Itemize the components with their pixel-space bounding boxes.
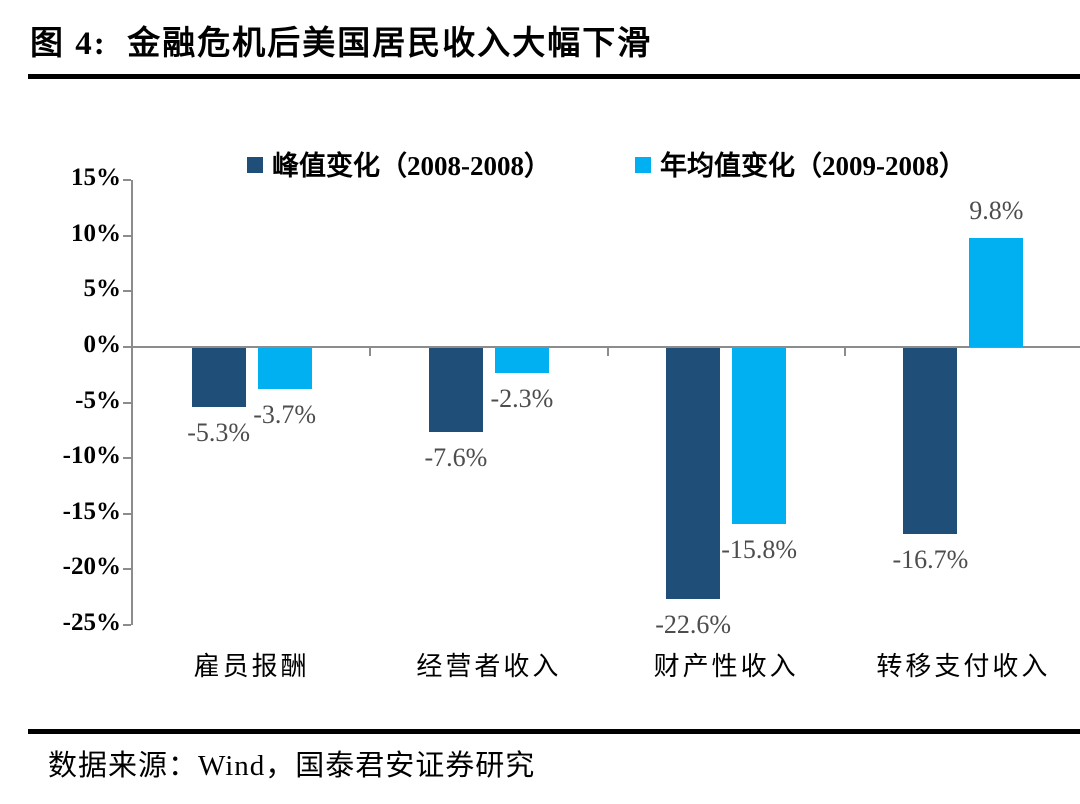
y-tick-label: 0% <box>83 330 122 358</box>
y-tick-label: -10% <box>62 442 121 470</box>
y-axis-tick <box>123 568 131 571</box>
y-tick-label: 10% <box>71 219 121 247</box>
y-axis-tick <box>123 290 131 293</box>
bar-3-series-0 <box>903 347 958 534</box>
bar-2-series-1 <box>732 347 787 524</box>
legend-label: 峰值变化（2008-2008） <box>272 151 551 181</box>
legend-label: 年均值变化（2009-2008） <box>660 151 966 181</box>
y-axis-tick <box>123 345 131 348</box>
y-axis-line <box>131 180 133 625</box>
footer-rule <box>28 729 1080 734</box>
y-tick-label: 15% <box>71 164 121 191</box>
bar-value-label: -15.8% <box>721 534 798 564</box>
category-label: 雇员报酬 <box>193 652 310 681</box>
y-axis-tick <box>123 512 131 515</box>
bar-value-label: -16.7% <box>892 544 969 574</box>
bar-2-series-0 <box>666 347 721 600</box>
legend-item-0: 峰值变化（2008-2008） <box>247 144 551 183</box>
category-label: 经营者收入 <box>416 652 562 681</box>
x-axis-tick <box>369 347 372 356</box>
y-axis-tick <box>123 457 131 460</box>
figure-title: 图 4: 金融危机后美国居民收入大幅下滑 <box>30 26 653 62</box>
y-tick-label: -25% <box>62 609 121 636</box>
bar-0-series-0 <box>191 347 246 407</box>
y-tick-label: -20% <box>62 553 121 581</box>
y-axis-tick <box>123 234 131 237</box>
x-axis-tick <box>843 347 846 356</box>
legend-item-1: 年均值变化（2009-2008） <box>635 144 966 183</box>
bar-1-series-0 <box>428 347 483 433</box>
y-tick-label: -5% <box>75 386 121 414</box>
legend-swatch-icon <box>635 156 651 173</box>
bar-3-series-1 <box>969 237 1024 347</box>
category-label: 转移支付收入 <box>876 652 1051 681</box>
category-label: 财产性收入 <box>653 652 799 681</box>
legend: 峰值变化（2008-2008） 年均值变化（2009-2008） <box>133 144 1080 183</box>
source-text: 数据来源：Wind，国泰君安证券研究 <box>48 750 536 782</box>
y-axis-tick <box>123 624 131 626</box>
y-axis-tick <box>123 179 131 181</box>
x-axis-zero-line <box>131 345 1080 348</box>
bar-1-series-1 <box>494 347 549 374</box>
y-tick-label: 5% <box>83 275 122 303</box>
bar-value-label: -3.7% <box>253 400 317 430</box>
y-tick-label: -15% <box>62 497 121 525</box>
bar-0-series-1 <box>257 347 312 390</box>
y-axis-tick <box>123 401 131 404</box>
bar-value-label: -22.6% <box>655 610 732 640</box>
bar-value-label: -5.3% <box>187 417 251 447</box>
x-axis-tick <box>606 347 609 356</box>
legend-swatch-icon <box>247 156 263 173</box>
title-rule <box>28 74 1080 79</box>
bar-value-label: -2.3% <box>490 384 554 414</box>
bar-value-label: 9.8% <box>969 195 1024 225</box>
bar-value-label: -7.6% <box>424 443 488 473</box>
bar-chart: 峰值变化（2008-2008） 年均值变化（2009-2008） 15% 10% 5% 0… <box>0 100 1080 700</box>
